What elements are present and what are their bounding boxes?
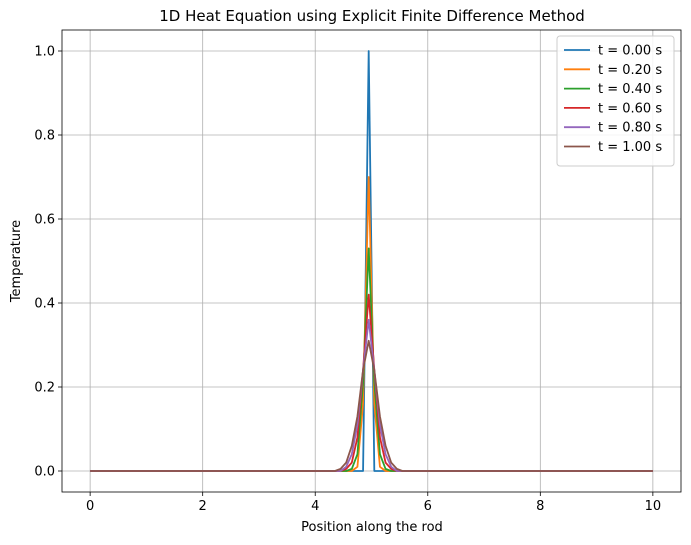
y-tick-label: 0.2 xyxy=(34,381,55,396)
y-tick-label: 0.6 xyxy=(34,213,55,228)
y-tick-label: 0.8 xyxy=(34,129,55,144)
chart-title: 1D Heat Equation using Explicit Finite D… xyxy=(159,7,585,25)
legend-label: t = 0.00 s xyxy=(598,44,662,59)
x-tick-label: 10 xyxy=(645,499,662,514)
y-tick-label: 0.4 xyxy=(34,297,55,312)
x-tick-label: 8 xyxy=(536,499,544,514)
legend-label: t = 1.00 s xyxy=(598,140,662,155)
x-tick-label: 4 xyxy=(311,499,319,514)
plot-area-frame xyxy=(61,29,682,493)
legend: t = 0.00 s t = 0.20 s t = 0.40 s t = 0.60 s… xyxy=(556,35,675,167)
x-tick-label: 6 xyxy=(424,499,432,514)
legend-label: t = 0.60 s xyxy=(598,101,662,116)
legend-label: t = 0.80 s xyxy=(598,121,662,136)
series-line xyxy=(90,247,653,472)
legend-label: t = 0.40 s xyxy=(598,82,662,97)
x-axis-label: Position along the rod xyxy=(301,520,443,535)
legend-label: t = 0.20 s xyxy=(598,63,662,78)
y-axis-label: Temperature xyxy=(9,220,24,303)
series-line xyxy=(90,318,653,472)
series-line xyxy=(90,293,653,472)
series-line xyxy=(90,339,653,472)
axis-ticks: 0 2 4 6 8 10 0.0 0.2 0.4 0.6 0.8 1.0 xyxy=(34,45,661,515)
y-tick-label: 0.0 xyxy=(34,465,55,480)
x-tick-label: 0 xyxy=(86,499,94,514)
x-tick-label: 2 xyxy=(199,499,207,514)
plot-series xyxy=(90,50,653,472)
series-line xyxy=(90,176,653,472)
y-tick-label: 1.0 xyxy=(34,45,55,60)
